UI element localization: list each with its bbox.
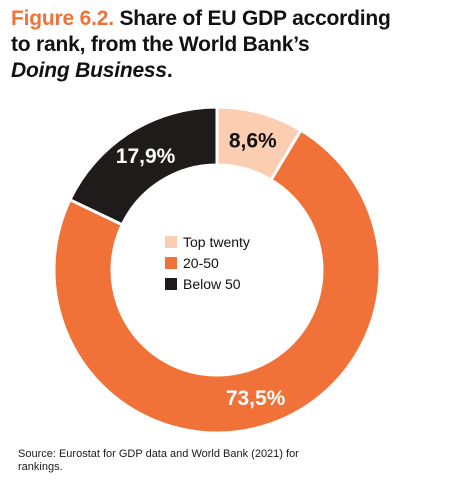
legend-swatch-20-50 bbox=[165, 257, 177, 269]
legend-swatch-below-50 bbox=[165, 278, 177, 290]
slice-20-50 bbox=[52, 128, 382, 435]
title-end: . bbox=[166, 59, 173, 82]
slice-label-below-50: 17,9% bbox=[116, 145, 176, 168]
donut-slices bbox=[52, 105, 382, 435]
legend-label-top-twenty: Top twenty bbox=[183, 234, 250, 250]
slice-below-50 bbox=[67, 105, 219, 227]
slice-label-top-twenty: 8,6% bbox=[229, 129, 277, 152]
chart-title: Figure 6.2. Share of EU GDP according to … bbox=[11, 6, 441, 84]
source-note: Source: Eurostat for GDP data and World … bbox=[18, 448, 299, 473]
title-line-1: Share of EU GDP according bbox=[119, 7, 391, 30]
figure-label: Figure 6.2. bbox=[11, 7, 114, 30]
title-line-2: to rank, from the World Bank’s bbox=[11, 33, 310, 56]
legend-swatch-top-twenty bbox=[165, 236, 177, 248]
donut-slice-labels: 8,6% 73,5% 17,9% bbox=[116, 129, 286, 409]
title-italic: Doing Business bbox=[11, 59, 167, 82]
legend-label-20-50: 20-50 bbox=[183, 255, 219, 271]
slice-label-20-50: 73,5% bbox=[226, 387, 286, 410]
legend-label-below-50: Below 50 bbox=[183, 276, 241, 292]
chart-legend: Top twenty 20-50 Below 50 bbox=[165, 234, 250, 292]
